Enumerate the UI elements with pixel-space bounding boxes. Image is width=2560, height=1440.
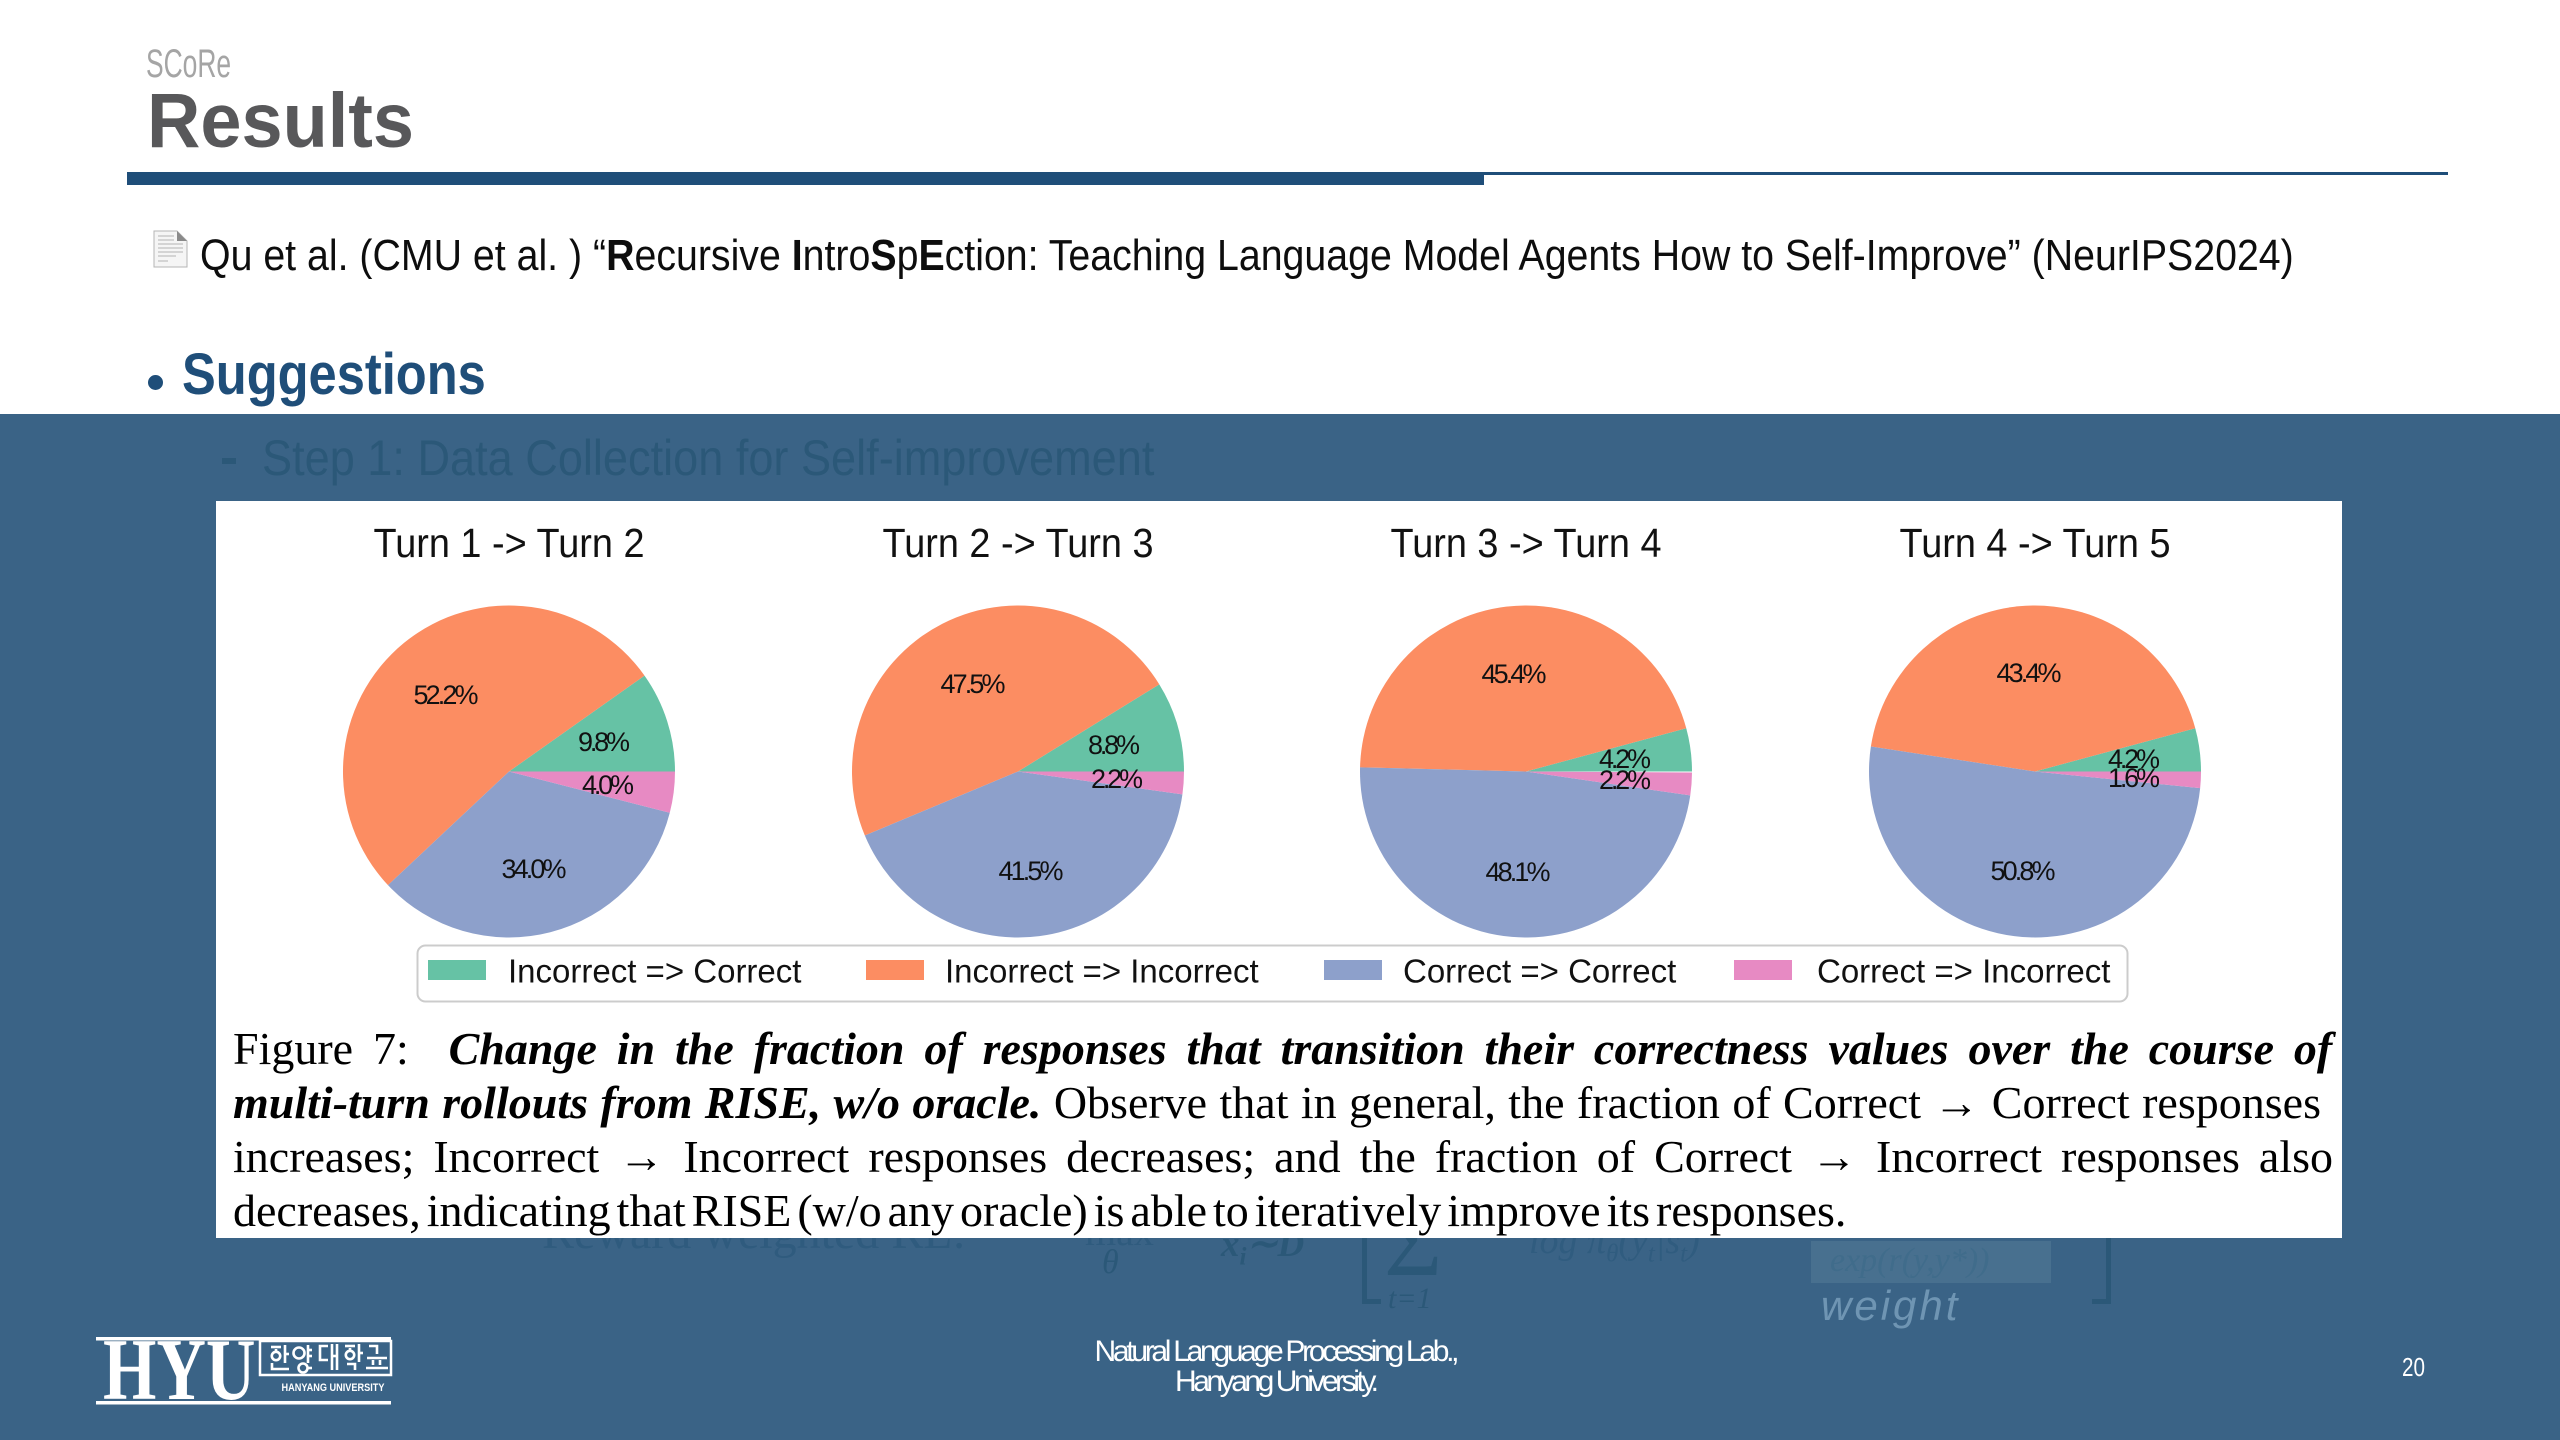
svg-text:Incorrect => Correct: Incorrect => Correct [508, 953, 801, 990]
svg-text:Correct => Correct: Correct => Correct [1403, 953, 1676, 990]
svg-text:4.0%: 4.0% [582, 770, 634, 800]
svg-text:Correct => Incorrect: Correct => Incorrect [1817, 953, 2110, 990]
svg-text:9.8%: 9.8% [578, 727, 630, 757]
svg-text:HYU: HYU [103, 1330, 256, 1410]
svg-text:43.4%: 43.4% [1997, 658, 2062, 688]
svg-text:Turn 2 -> Turn 3: Turn 2 -> Turn 3 [883, 520, 1154, 566]
svg-text:8.8%: 8.8% [1088, 730, 1140, 760]
svg-text:Turn 4 -> Turn 5: Turn 4 -> Turn 5 [1900, 520, 2171, 566]
svg-text:2.2%: 2.2% [1599, 765, 1651, 795]
svg-text:47.5%: 47.5% [941, 669, 1006, 699]
svg-text:4.2%: 4.2% [1599, 744, 1651, 774]
svg-text:1.6%: 1.6% [2108, 763, 2160, 793]
svg-text:4.2%: 4.2% [2108, 744, 2160, 774]
svg-text:Natural Language Processing La: Natural Language Processing Lab., [1095, 1335, 1460, 1368]
svg-text:41.5%: 41.5% [999, 856, 1064, 886]
svg-text:20: 20 [2402, 1352, 2425, 1382]
svg-text:Incorrect => Incorrect: Incorrect => Incorrect [945, 953, 1259, 990]
svg-text:2.2%: 2.2% [1091, 764, 1143, 794]
svg-text:Turn 1 -> Turn 2: Turn 1 -> Turn 2 [374, 520, 645, 566]
svg-text:Hanyang University.: Hanyang University. [1175, 1365, 1379, 1398]
svg-text:HANYANG UNIVERSITY: HANYANG UNIVERSITY [282, 1382, 386, 1394]
svg-text:34.0%: 34.0% [502, 854, 567, 884]
svg-text:52.2%: 52.2% [414, 680, 479, 710]
svg-text:Turn 3 -> Turn 4: Turn 3 -> Turn 4 [1391, 520, 1662, 566]
svg-text:50.8%: 50.8% [1991, 856, 2056, 886]
svg-text:48.1%: 48.1% [1486, 857, 1551, 887]
svg-text:45.4%: 45.4% [1482, 659, 1547, 689]
